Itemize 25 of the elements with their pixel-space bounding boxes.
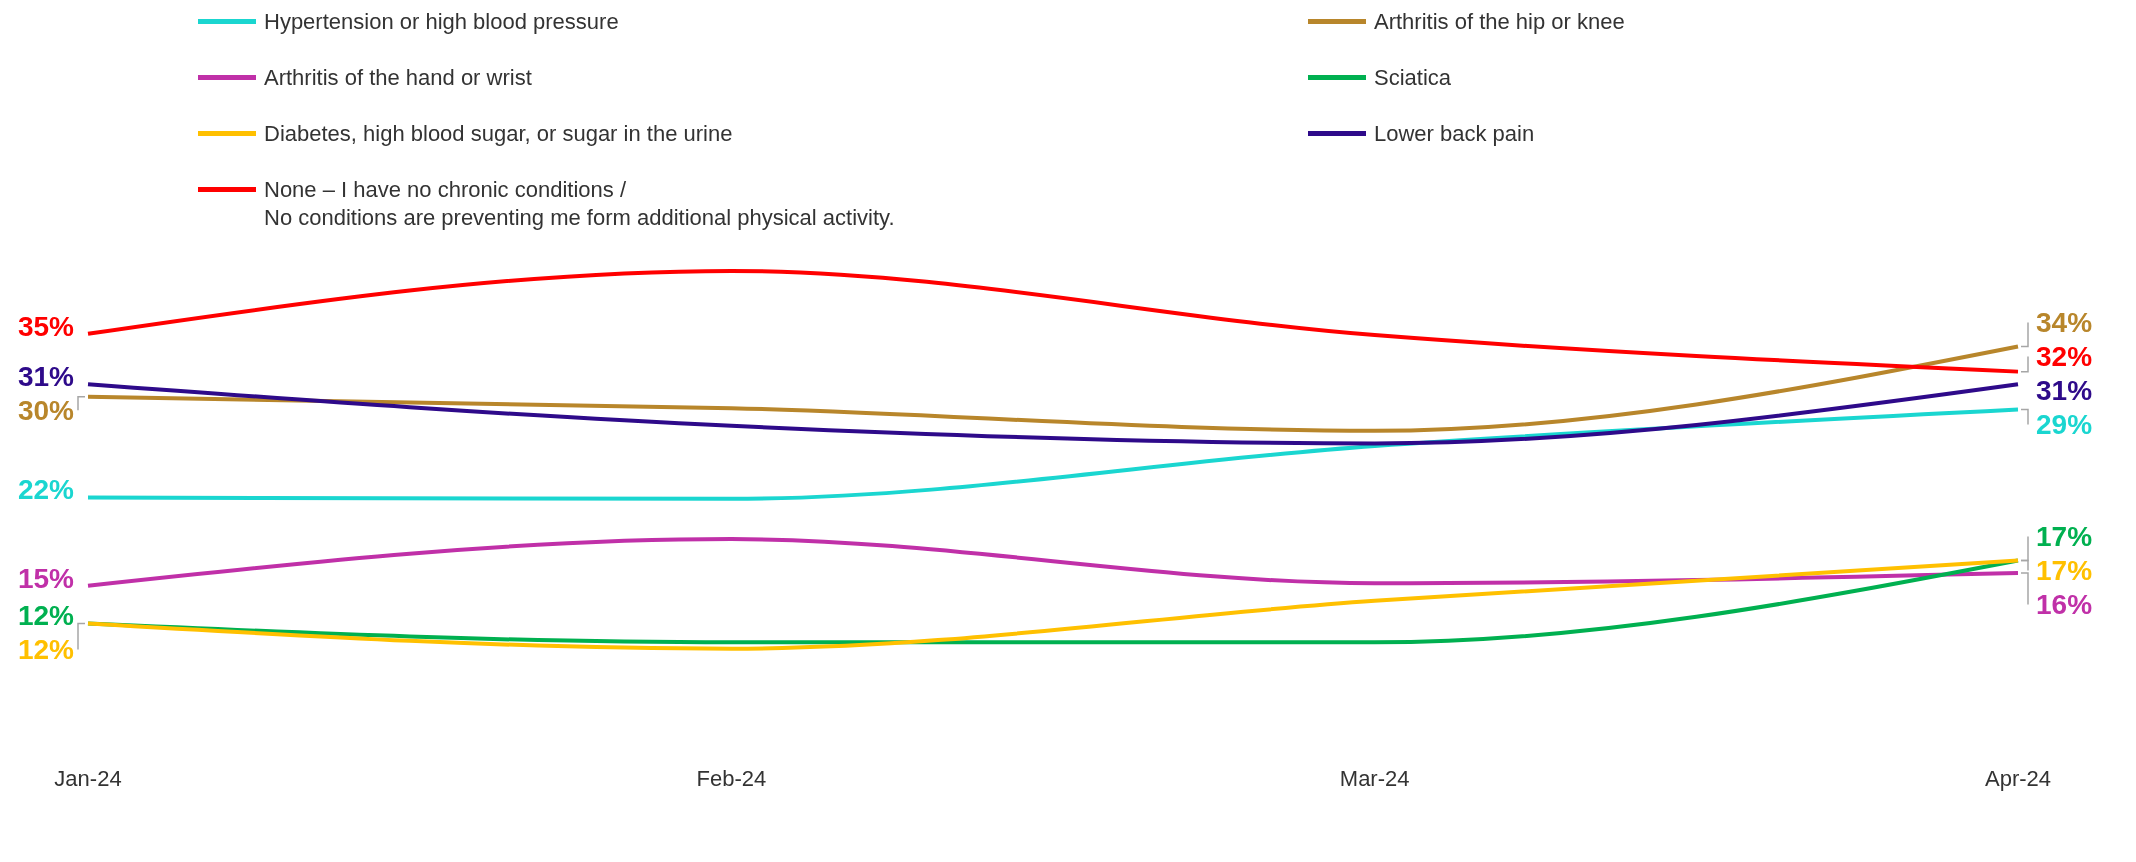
data-label: 16% — [2036, 589, 2093, 621]
data-label: 15% — [17, 562, 75, 594]
x-tick-label: Jan-24 — [54, 765, 122, 791]
data-label: 12% — [17, 600, 75, 632]
data-label: 12% — [17, 634, 75, 666]
legend-label: Sciatica — [1374, 64, 1452, 92]
legend-label: Arthritis of the hip or knee — [1374, 8, 1625, 36]
data-label: 30% — [17, 395, 75, 427]
data-label: 35% — [17, 310, 75, 342]
data-label: 17% — [2036, 521, 2093, 553]
data-label: 32% — [2036, 341, 2093, 373]
data-label: 31% — [2036, 375, 2093, 407]
legend-label: None – I have no chronic conditions / No conditions are preventing me form additional physical activity. — [264, 176, 895, 232]
legend-label: Hypertension or high blood pressure — [264, 8, 619, 36]
x-tick-label: Apr-24 — [1984, 765, 2052, 791]
legend-label: Arthritis of the hand or wrist — [264, 64, 532, 92]
data-label: 34% — [2036, 307, 2093, 339]
data-label: 31% — [17, 361, 75, 393]
data-label: 29% — [2036, 409, 2093, 441]
data-label: 17% — [2036, 555, 2093, 587]
data-label: 22% — [17, 474, 75, 506]
x-tick-label: Mar-24 — [1339, 765, 1410, 791]
legend-label: Lower back pain — [1374, 120, 1535, 148]
legend-label: Diabetes, high blood sugar, or sugar in the urine — [264, 120, 733, 148]
x-tick-label: Feb-24 — [696, 765, 767, 791]
